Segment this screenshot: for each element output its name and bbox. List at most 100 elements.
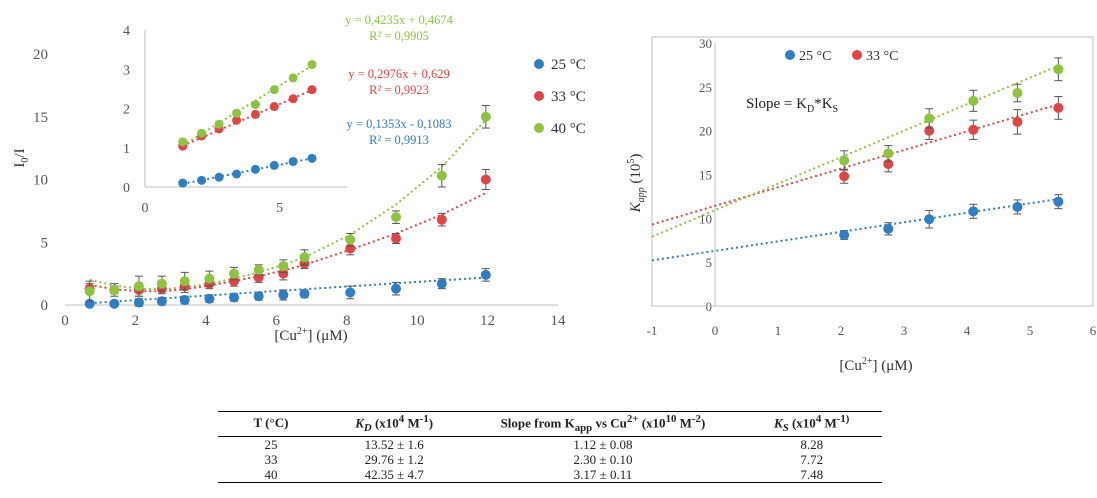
legend-marker: [534, 123, 544, 133]
slope-annotation: Slope = KD*KS: [746, 96, 838, 115]
table-cell: 29.76 ± 1.2: [364, 451, 424, 467]
trendline-r-squared: R² = 0,9923: [369, 83, 429, 97]
left-25c-point: [204, 293, 215, 304]
left-25c-point: [480, 269, 491, 280]
legend-label: 25 °C: [551, 57, 586, 73]
inset-25c-point: [307, 153, 317, 163]
inset-40c-point: [288, 73, 298, 83]
right-40c-point: [968, 95, 979, 106]
inset-trendlines: [182, 64, 313, 185]
right-40c-point: [1012, 87, 1023, 98]
left-40c-point: [391, 212, 402, 223]
left-y-ticks: 0 5 10 15 20: [33, 47, 48, 314]
inset-y-tick-label: 1: [123, 142, 130, 157]
inset-40c-point: [178, 137, 188, 147]
right-y-tick-label: 20: [699, 124, 712, 139]
right-25c-point: [1012, 201, 1023, 212]
trendline-equation: y = 0,4235x + 0,4674: [345, 13, 454, 27]
inset-33c-point: [307, 85, 317, 95]
left-25c-point: [299, 288, 310, 299]
left-25c-point: [109, 298, 120, 309]
legend-marker: [534, 91, 544, 101]
inset-y-tick-label: 3: [123, 63, 130, 78]
constants-table: T (°C) KD (x104 M-1) Slope from Kapp vs …: [218, 411, 882, 483]
right-x-tick-label: 6: [1090, 323, 1097, 338]
right-data-points: [839, 57, 1064, 240]
table-cell: 25: [264, 436, 278, 452]
left-33c-point: [391, 233, 402, 244]
right-x-tick-label: 5: [1027, 323, 1034, 338]
trendline-equation: y = 0,1353x - 0,1083: [347, 117, 452, 131]
left-x-axis-label: [Cu2+] (μM): [274, 326, 347, 344]
right-33c-point: [968, 124, 979, 135]
right-x-tick-label: 4: [964, 323, 971, 338]
inset-25c-point: [269, 160, 279, 170]
inset-40c-point: [307, 60, 317, 70]
right-40c-point: [924, 113, 935, 124]
left-y-tick-label: 20: [33, 47, 48, 63]
inset-25c-point: [232, 169, 242, 179]
inset-40c-point: [214, 119, 224, 129]
left-40c-point: [133, 281, 144, 292]
right-33c-trendline: [651, 103, 1059, 226]
inset-y-tick-label: 2: [123, 103, 130, 118]
inset-40c-point: [232, 108, 242, 118]
left-legend: 25 °C 33 °C 40 °C: [534, 57, 586, 137]
left-40c-point: [436, 170, 447, 181]
inset-y-tick-label: 4: [123, 24, 130, 39]
inset-25c-point: [250, 164, 260, 174]
left-25c-point: [345, 287, 356, 298]
left-33c-trendline: [89, 191, 489, 293]
left-x-tick-label: 4: [202, 313, 210, 329]
table-row: 33 29.76 ± 1.2 2.30 ± 0.10 7.72: [218, 452, 882, 467]
right-x-tick-label: 2: [838, 323, 845, 338]
left-y-tick-label: 15: [33, 110, 48, 126]
table-cell: 2.30 ± 0.10: [573, 451, 633, 467]
left-x-tick-label: 0: [61, 313, 69, 329]
left-33c-point: [436, 214, 447, 225]
right-plot-border: [651, 36, 1094, 307]
left-40c-point: [253, 264, 264, 275]
inset-25c-point: [178, 178, 188, 188]
legend-marker: [852, 50, 862, 60]
right-y-tick-label: 30: [699, 36, 712, 51]
left-33c-point: [278, 268, 289, 279]
left-25c-point: [253, 291, 264, 302]
table-cell: 7.48: [741, 466, 882, 483]
inset-33c-trendline: [182, 89, 313, 147]
legend-label: 40 °C: [551, 121, 586, 137]
right-x-tick-label: 0: [712, 323, 719, 338]
left-40c-point: [299, 252, 310, 263]
left-y-tick-label: 10: [33, 173, 48, 189]
right-y-tick-label: 10: [699, 211, 712, 226]
inset-x-tick-label: 5: [276, 201, 283, 216]
table-cell: 8.28: [800, 436, 824, 452]
inset-33c-point: [250, 109, 260, 119]
left-40c-point: [156, 278, 167, 289]
left-25c-point: [278, 289, 289, 300]
left-x-ticks: 0 2 4 6 8 10 12 14: [61, 313, 566, 329]
left-40c-point: [229, 268, 240, 279]
inset-40c-point: [250, 100, 260, 110]
right-40c-trendline: [651, 64, 1059, 238]
inset-x-tick-label: 0: [142, 201, 149, 216]
left-25c-point: [133, 297, 144, 308]
legend-marker: [785, 50, 795, 60]
left-y-tick-label: 0: [41, 298, 49, 314]
left-33c-point: [229, 276, 240, 287]
right-25c-point: [968, 206, 979, 217]
table-cell: 13.52 ± 1.6: [364, 436, 424, 452]
left-40c-point: [179, 276, 190, 287]
inset-40c-point: [197, 128, 207, 138]
inset-25c-point: [214, 172, 224, 182]
right-33c-point: [1012, 116, 1023, 127]
right-x-tick-label: 1: [775, 323, 782, 338]
table-header-row: T (°C) KD (x104 M-1) Slope from Kapp vs …: [218, 411, 882, 437]
trendline-r-squared: R² = 0,9905: [369, 29, 429, 43]
table-cell: 33: [264, 451, 278, 467]
right-x-axis-label: [Cu2+] (μM): [839, 356, 912, 374]
right-25c-trendline: [651, 198, 1059, 262]
